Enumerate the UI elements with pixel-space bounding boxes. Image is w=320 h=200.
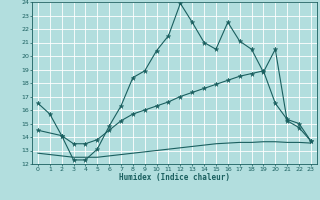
X-axis label: Humidex (Indice chaleur): Humidex (Indice chaleur)	[119, 173, 230, 182]
